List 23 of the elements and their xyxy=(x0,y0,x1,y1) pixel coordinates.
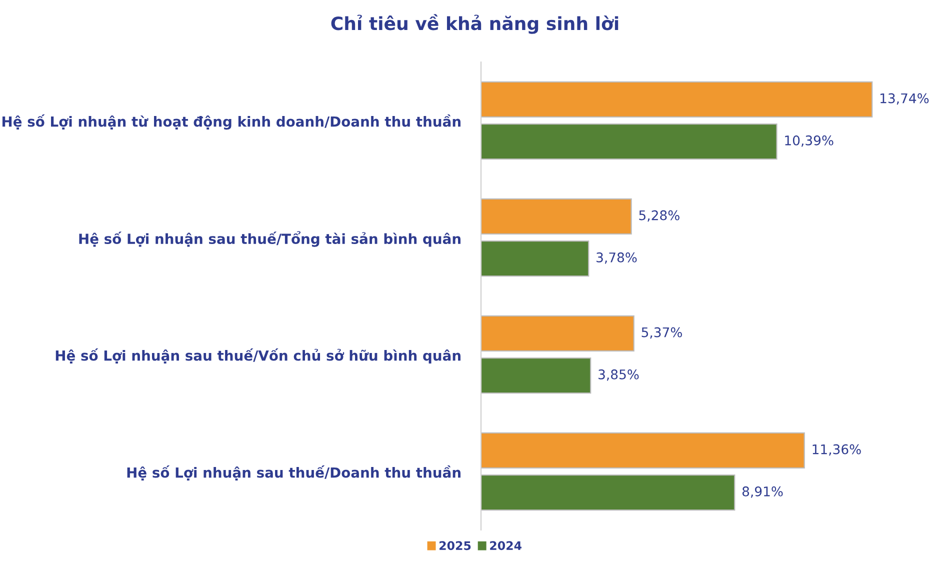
data-label: 3,85% xyxy=(598,369,639,381)
data-label: 3,78% xyxy=(596,252,637,264)
data-label: 13,74% xyxy=(880,93,929,105)
data-label: 5,28% xyxy=(639,210,680,222)
bar xyxy=(481,240,590,277)
bar xyxy=(481,198,632,235)
bar xyxy=(481,123,778,160)
y-tick-label: Hệ số Lợi nhuận sau thuế/Vốn chủ sở hữu bình quân xyxy=(56,348,460,364)
y-tick-label: Hệ số Lợi nhuận từ hoạt động kinh doanh/Doanh thu thuần xyxy=(2,114,460,130)
y-tick-label: Hệ số Lợi nhuận sau thuế/Doanh thu thuần xyxy=(127,465,460,481)
legend-label: 2024 xyxy=(490,541,522,550)
data-label: 5,37% xyxy=(642,327,682,339)
data-label: 11,36% xyxy=(812,444,861,456)
chart-title: Chỉ tiêu về khả năng sinh lời xyxy=(331,14,618,34)
data-label: 10,39% xyxy=(785,135,834,147)
bar xyxy=(481,357,592,394)
y-tick-label: Hệ số Lợi nhuận sau thuế/Tổng tài sản bình quân xyxy=(79,231,460,247)
bar xyxy=(481,315,634,352)
bar xyxy=(481,81,873,118)
legend-label: 2025 xyxy=(440,541,471,550)
bar xyxy=(481,432,805,469)
data-label: 8,91% xyxy=(742,486,783,498)
bar xyxy=(481,474,736,511)
